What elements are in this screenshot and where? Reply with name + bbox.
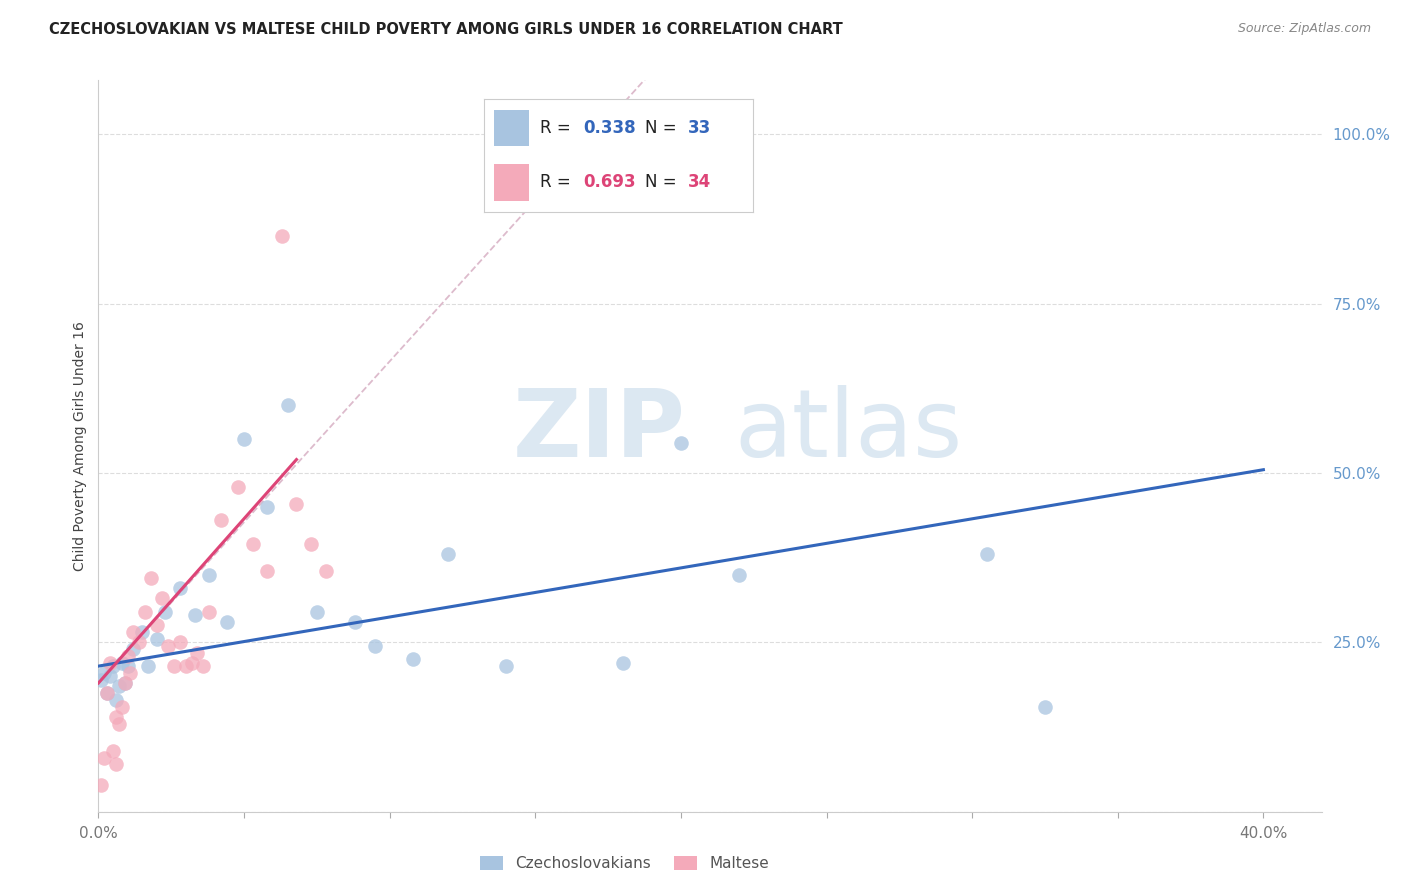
Text: atlas: atlas xyxy=(734,385,963,477)
Text: Source: ZipAtlas.com: Source: ZipAtlas.com xyxy=(1237,22,1371,36)
Point xyxy=(131,625,153,640)
Point xyxy=(270,229,294,244)
Point xyxy=(108,680,131,694)
Point xyxy=(343,615,366,629)
Point xyxy=(233,432,256,446)
Point xyxy=(402,652,425,666)
Point xyxy=(193,659,215,673)
Point xyxy=(96,686,118,700)
Point xyxy=(256,564,278,578)
Point xyxy=(612,656,634,670)
Point xyxy=(169,635,191,649)
Point xyxy=(104,757,127,772)
Point xyxy=(437,547,460,561)
Point xyxy=(136,659,159,673)
Point xyxy=(111,656,134,670)
Point xyxy=(198,605,221,619)
Point xyxy=(256,500,278,514)
Y-axis label: Child Poverty Among Girls Under 16: Child Poverty Among Girls Under 16 xyxy=(73,321,87,571)
Point xyxy=(209,514,232,528)
Point xyxy=(315,564,337,578)
Text: ZIP: ZIP xyxy=(513,385,686,477)
Point xyxy=(104,710,127,724)
Point xyxy=(139,571,162,585)
Point xyxy=(364,639,387,653)
Point xyxy=(101,744,124,758)
Point xyxy=(152,591,174,606)
Point xyxy=(98,656,121,670)
Point xyxy=(163,659,186,673)
Point xyxy=(157,639,180,653)
Point xyxy=(226,480,249,494)
Point xyxy=(299,537,322,551)
Point xyxy=(285,497,308,511)
Point xyxy=(1033,699,1056,714)
Point xyxy=(114,676,136,690)
Point xyxy=(104,693,127,707)
Point xyxy=(305,605,328,619)
Text: CZECHOSLOVAKIAN VS MALTESE CHILD POVERTY AMONG GIRLS UNDER 16 CORRELATION CHART: CZECHOSLOVAKIAN VS MALTESE CHILD POVERTY… xyxy=(49,22,844,37)
Point xyxy=(180,656,202,670)
Point xyxy=(96,686,118,700)
Point xyxy=(976,547,998,561)
Point xyxy=(117,659,139,673)
Point xyxy=(108,716,131,731)
Point xyxy=(128,635,150,649)
Point xyxy=(215,615,238,629)
Point xyxy=(169,581,191,595)
Point xyxy=(120,665,142,680)
Point xyxy=(93,750,115,764)
Legend: Czechoslovakians, Maltese: Czechoslovakians, Maltese xyxy=(474,850,775,877)
Point xyxy=(90,673,112,687)
Point xyxy=(114,676,136,690)
Point xyxy=(174,659,197,673)
Point xyxy=(183,608,205,623)
Point xyxy=(155,605,177,619)
Point xyxy=(122,625,145,640)
Point xyxy=(117,648,139,663)
Point xyxy=(495,659,517,673)
Point xyxy=(669,435,692,450)
Point xyxy=(198,567,221,582)
Point xyxy=(122,642,145,657)
Point xyxy=(145,618,167,632)
Point xyxy=(186,646,208,660)
Point xyxy=(111,699,134,714)
Point xyxy=(242,537,264,551)
Point xyxy=(145,632,167,646)
Point xyxy=(134,605,156,619)
Point xyxy=(90,778,112,792)
Point xyxy=(728,567,751,582)
Point xyxy=(277,398,299,412)
Point xyxy=(93,665,115,680)
Point xyxy=(101,659,124,673)
Point xyxy=(98,669,121,683)
